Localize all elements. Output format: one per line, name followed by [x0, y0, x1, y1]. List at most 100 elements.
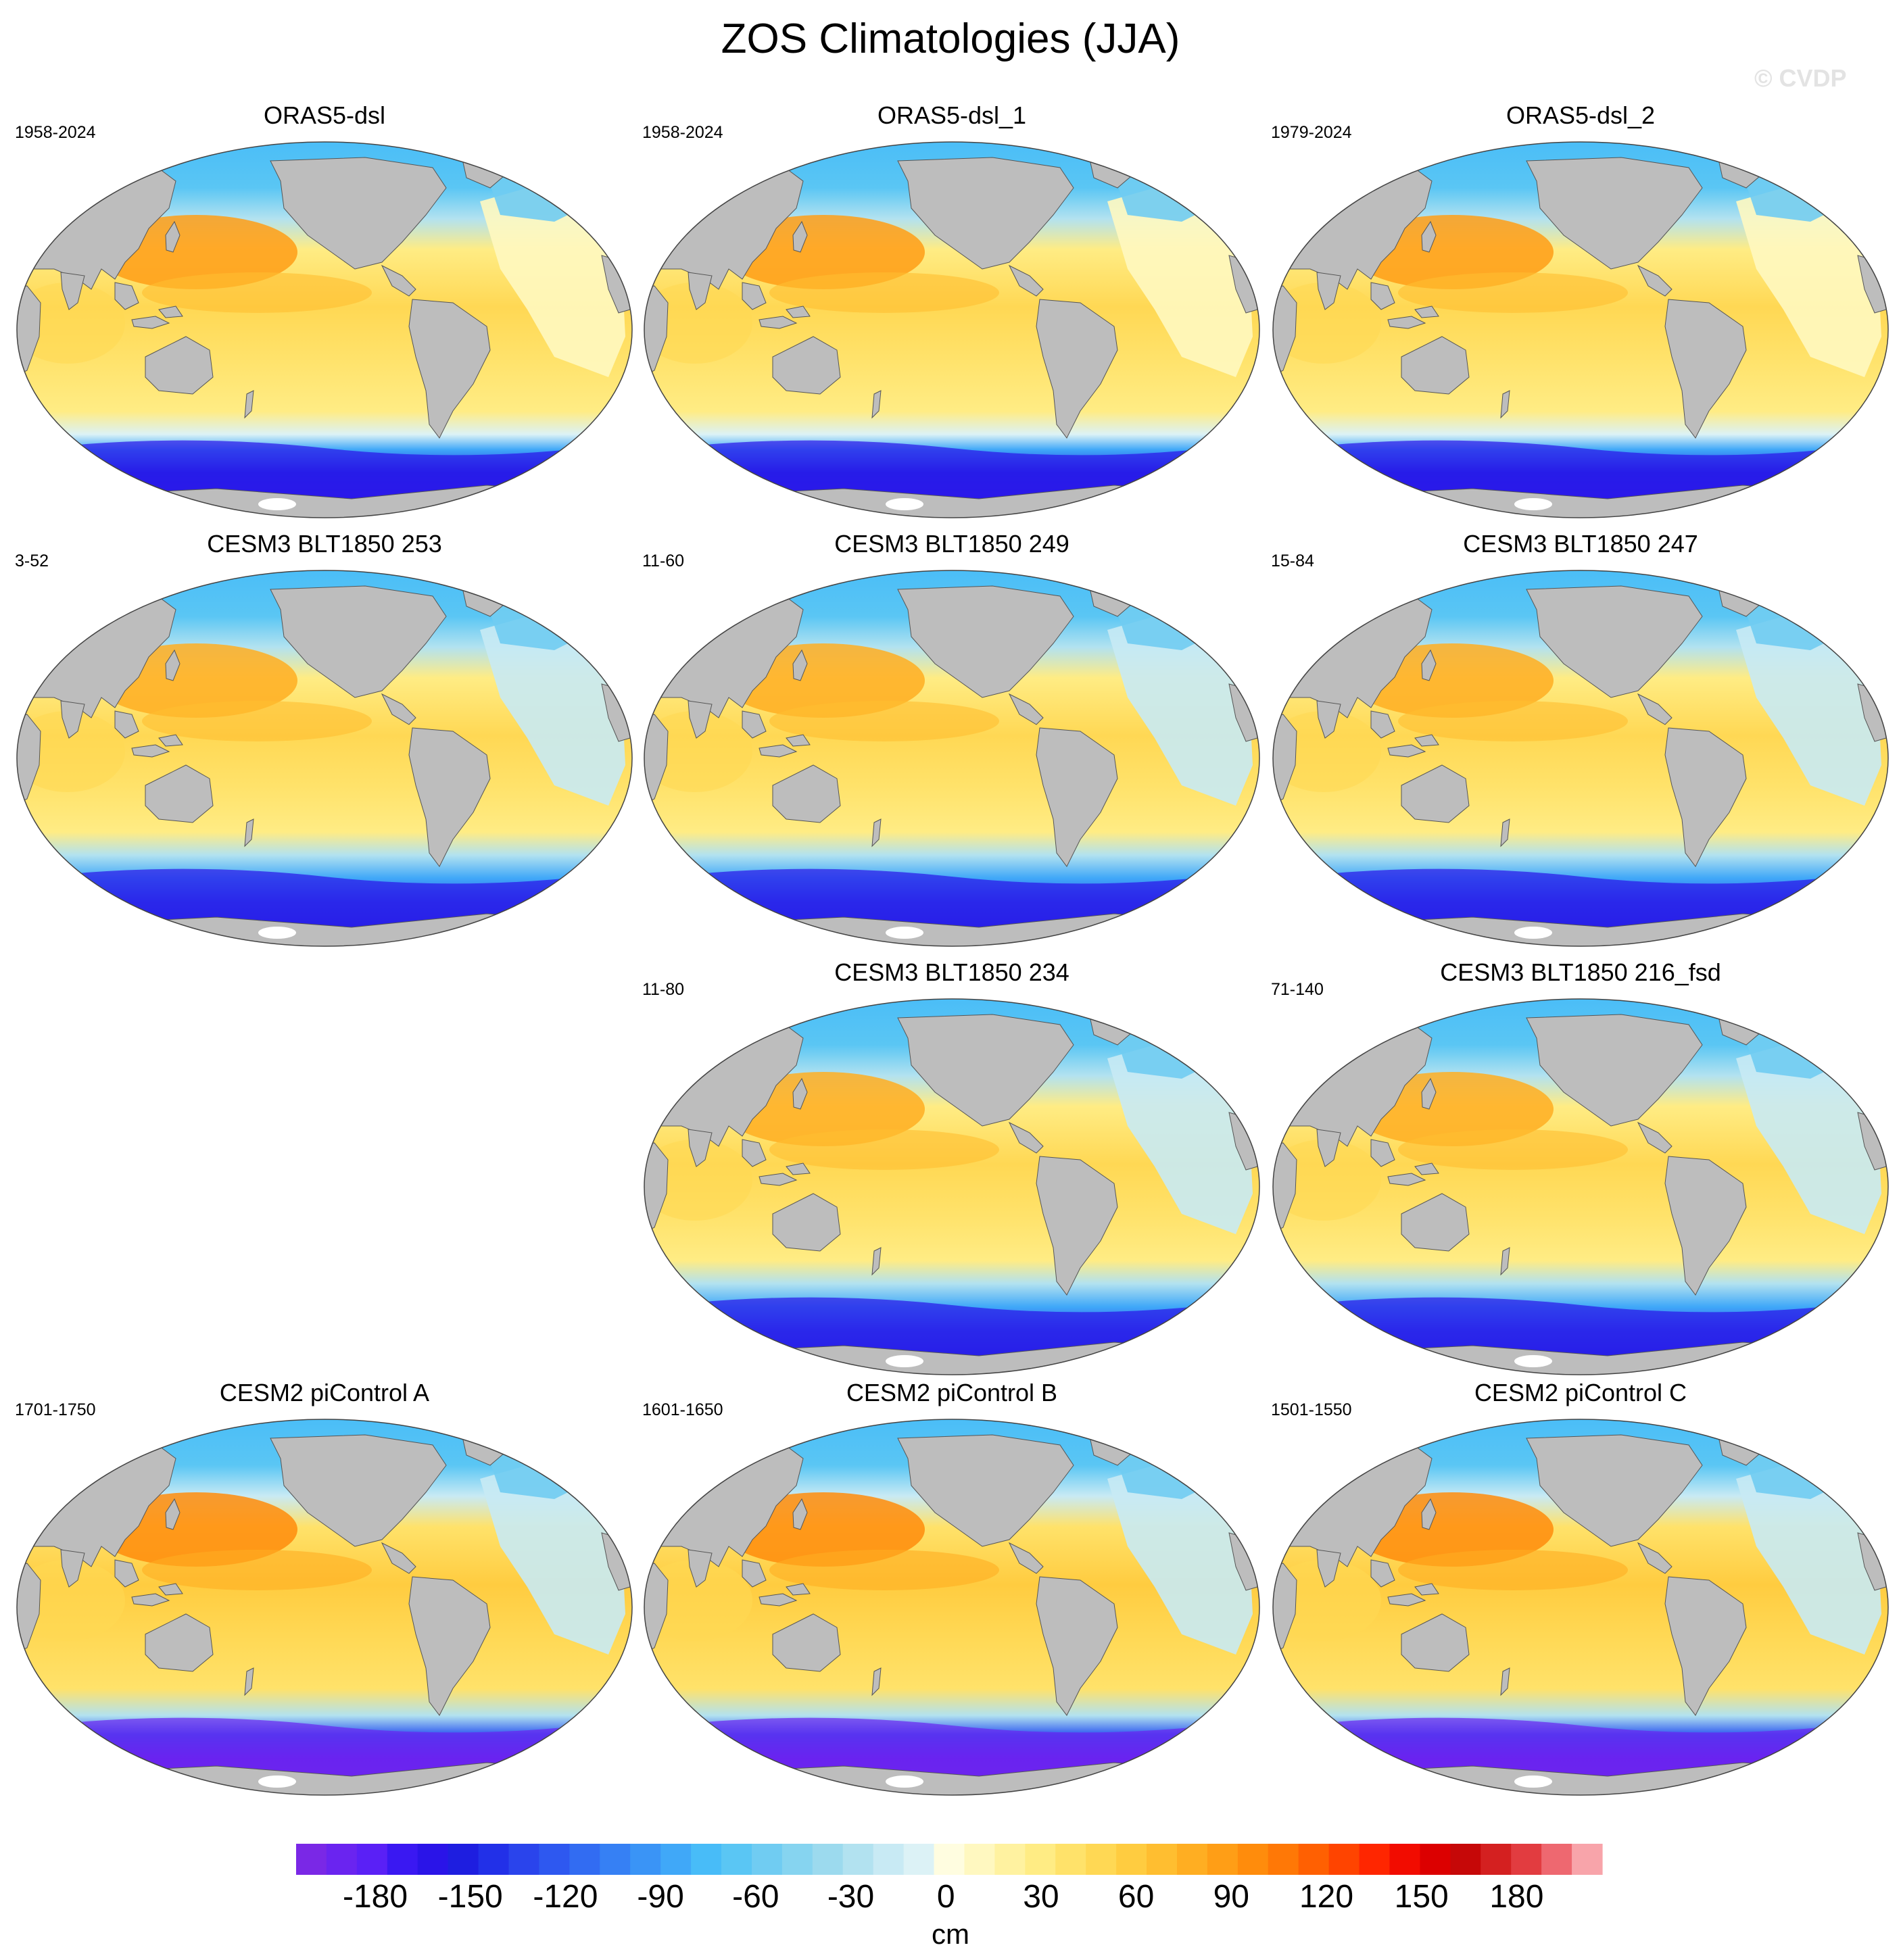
pacific-warm-band [142, 272, 372, 313]
north-atlantic [487, 589, 608, 650]
colorbar-tick-label: 120 [1299, 1879, 1353, 1915]
land-mass [1526, 1014, 1703, 1127]
atlantic-ocean [1107, 1465, 1253, 1655]
map-outline [1272, 998, 1889, 1375]
land-mass [131, 316, 170, 329]
land-mass [1387, 1173, 1426, 1186]
robinson-map [16, 570, 633, 947]
land-mass [381, 264, 416, 297]
atlantic-ocean [1736, 616, 1881, 806]
colorbar-box [1420, 1844, 1451, 1875]
land-mass [772, 1193, 841, 1252]
ice-shelf [886, 927, 923, 939]
colorbar-tick-label: -120 [533, 1879, 598, 1915]
land-mass [1316, 272, 1341, 310]
colorbar-box [296, 1844, 327, 1875]
map-panel-cesm2-picontrol-c: CESM2 piControl C 1501-1550 [1270, 1379, 1892, 1798]
land-mass [1387, 744, 1426, 758]
land-mass [742, 1559, 767, 1588]
colorbar-box [1298, 1844, 1330, 1875]
robinson-map [644, 1419, 1260, 1796]
land-mass [1526, 1434, 1703, 1547]
panel-years: 1958-2024 [642, 123, 723, 142]
land-mass [1370, 710, 1395, 739]
colorbar-box [721, 1844, 752, 1875]
land-mass [131, 1593, 170, 1607]
atlantic-ocean [1736, 1465, 1881, 1655]
robinson-map [644, 141, 1260, 518]
land-mass [786, 1583, 811, 1596]
map-panel-oras5-dsl-2: ORAS5-dsl_2 1979-2024 [1270, 101, 1892, 520]
land-mass [1370, 1559, 1395, 1588]
colorbar-box [387, 1844, 418, 1875]
colorbar-box [600, 1844, 631, 1875]
colorbar-box [326, 1844, 358, 1875]
colorbar-box [660, 1844, 692, 1875]
panel-years: 1958-2024 [15, 123, 96, 142]
land-mass [1370, 282, 1395, 310]
panel-years: 1601-1650 [642, 1400, 723, 1419]
land-mass [1401, 1613, 1470, 1672]
land-mass [270, 585, 447, 698]
land-mass [786, 305, 811, 318]
land-mass [1201, 170, 1253, 229]
land-mass [871, 818, 882, 848]
colorbar-tick-label: 30 [1023, 1879, 1059, 1915]
colorbar-box [417, 1844, 449, 1875]
land-mass [244, 1667, 254, 1696]
land-mass [1830, 1027, 1882, 1086]
map-outline [16, 1419, 633, 1796]
inland-lake [1327, 1048, 1341, 1056]
land-mass [1036, 1576, 1118, 1716]
land-mass [17, 1563, 41, 1655]
land-mass [574, 1448, 626, 1506]
panel-title: ORAS5-dsl_2 [1506, 101, 1656, 129]
map-panel-oras5-dsl-1: ORAS5-dsl_1 1958-2024 [641, 101, 1263, 520]
inland-lake [1327, 1468, 1341, 1476]
pacific-warm-band [142, 701, 372, 741]
colorbar-box [691, 1844, 722, 1875]
land-mass [1421, 649, 1437, 681]
map-outline [1272, 570, 1889, 947]
land-mass [381, 693, 416, 725]
land-mass [742, 1139, 767, 1167]
land-mass [644, 1142, 669, 1235]
colorbar-tick-label: 180 [1489, 1879, 1543, 1915]
map-panel-oras5-dsl: ORAS5-dsl 1958-2024 [14, 101, 635, 520]
colorbar-box [1268, 1844, 1299, 1875]
land-mass [786, 1162, 811, 1175]
land-mass [1637, 693, 1673, 725]
land-mass [1273, 714, 1297, 806]
colorbar-box [964, 1844, 995, 1875]
land-mass [792, 649, 808, 681]
land-mass [1421, 1498, 1437, 1530]
land-mass [244, 390, 254, 419]
land-mass [1637, 264, 1673, 297]
land-mass [759, 1173, 798, 1186]
pacific-warm-band [769, 701, 999, 741]
panel-title: CESM2 piControl B [846, 1379, 1058, 1406]
land-mass [1500, 1667, 1510, 1696]
atlantic-ocean [1107, 188, 1253, 377]
pacific-warm-band [769, 1550, 999, 1590]
land-mass [1201, 599, 1253, 658]
colorbar-box [1237, 1844, 1269, 1875]
land-mass [1526, 157, 1703, 270]
map-outline [16, 141, 633, 518]
land-mass [1008, 264, 1044, 297]
robinson-map [16, 141, 633, 518]
north-atlantic [1114, 1018, 1236, 1079]
land-mass [1316, 700, 1341, 739]
map-panel-cesm3-234: CESM3 BLT1850 234 11-80 [641, 958, 1263, 1377]
land-mass [759, 1593, 798, 1607]
pacific-warm-band [769, 1129, 999, 1170]
land-mass [158, 305, 183, 318]
land-mass [644, 285, 669, 378]
land-mass [1664, 1156, 1747, 1296]
panel-title: CESM2 piControl A [219, 1379, 430, 1406]
land-mass [792, 1077, 808, 1110]
atlantic-ocean [1107, 1045, 1253, 1234]
map-outline [1272, 141, 1889, 518]
robinson-map [1272, 570, 1889, 947]
colorbar-box [448, 1844, 479, 1875]
